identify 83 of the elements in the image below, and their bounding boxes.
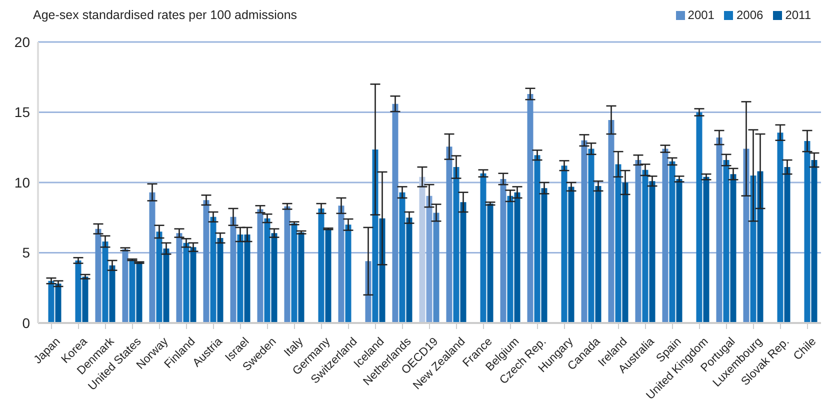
bar: [129, 260, 136, 323]
bar: [406, 218, 412, 323]
bar: [507, 196, 514, 323]
bar: [757, 171, 764, 323]
bar: [298, 232, 304, 323]
bar: [622, 182, 628, 323]
bar: [203, 200, 210, 323]
bar: [777, 132, 784, 323]
bar: [399, 192, 406, 323]
y-tick-label: 0: [22, 314, 30, 331]
bar: [615, 164, 622, 323]
bar: [784, 167, 790, 323]
legend-label: 2001: [686, 8, 714, 22]
bar: [176, 233, 182, 323]
bar: [534, 155, 540, 323]
bar: [730, 174, 736, 323]
bar: [446, 146, 452, 323]
bar: [230, 216, 236, 323]
bar: [487, 204, 494, 323]
bar: [122, 249, 128, 323]
legend-label: 2006: [735, 8, 764, 22]
bar: [703, 176, 710, 323]
y-axis-title: Age-sex standardised rates per 100 admissions: [33, 8, 298, 22]
bar: [642, 170, 648, 323]
bar: [514, 192, 520, 323]
y-tick-label: 20: [14, 34, 30, 50]
bar: [55, 284, 62, 323]
bar: [392, 104, 398, 323]
bar: [453, 167, 460, 323]
bar: [325, 228, 332, 323]
bar: [271, 233, 278, 323]
bar: [149, 192, 156, 323]
bar: [156, 232, 162, 323]
bar: [264, 218, 270, 323]
bar: [561, 166, 568, 323]
bar: [743, 148, 750, 323]
bar: [190, 247, 196, 323]
bar: [75, 260, 82, 323]
bar: [696, 112, 702, 323]
bar: [460, 202, 466, 323]
bar: [183, 242, 190, 323]
bar: [669, 161, 676, 323]
bar: [82, 276, 88, 323]
bar: [676, 178, 682, 323]
bar: [109, 265, 116, 323]
bar: [217, 238, 224, 323]
bar: [541, 188, 548, 323]
bar: [163, 248, 170, 323]
bar: [426, 196, 432, 323]
bar: [237, 234, 244, 323]
y-tick-label: 10: [14, 174, 30, 190]
bar: [649, 181, 656, 323]
bar: [257, 209, 264, 323]
bar: [338, 206, 344, 323]
bar: [419, 176, 426, 323]
bar: [723, 160, 730, 323]
bar: [716, 138, 722, 323]
y-tick-label: 15: [14, 104, 30, 120]
bar: [568, 186, 574, 323]
bar: [581, 140, 588, 323]
bar: [804, 141, 810, 323]
bar: [95, 228, 102, 323]
bar: [608, 120, 614, 323]
bar: [136, 262, 142, 323]
y-tick-label: 5: [22, 244, 30, 261]
bar: [595, 186, 602, 323]
bar: [480, 173, 486, 323]
bar: [433, 212, 440, 323]
bar: [102, 242, 108, 323]
bar: [244, 234, 250, 323]
bar: [345, 224, 352, 323]
legend-label: 2011: [784, 8, 811, 22]
bar: [291, 223, 298, 323]
bar: [500, 178, 506, 323]
bar: [662, 148, 668, 323]
bar: [527, 94, 534, 323]
bar: [284, 206, 290, 323]
bar: [210, 216, 216, 323]
bar: [588, 148, 594, 323]
bar: [811, 160, 818, 323]
bar: [48, 280, 54, 323]
bar: [318, 208, 324, 323]
bar: [635, 160, 642, 323]
